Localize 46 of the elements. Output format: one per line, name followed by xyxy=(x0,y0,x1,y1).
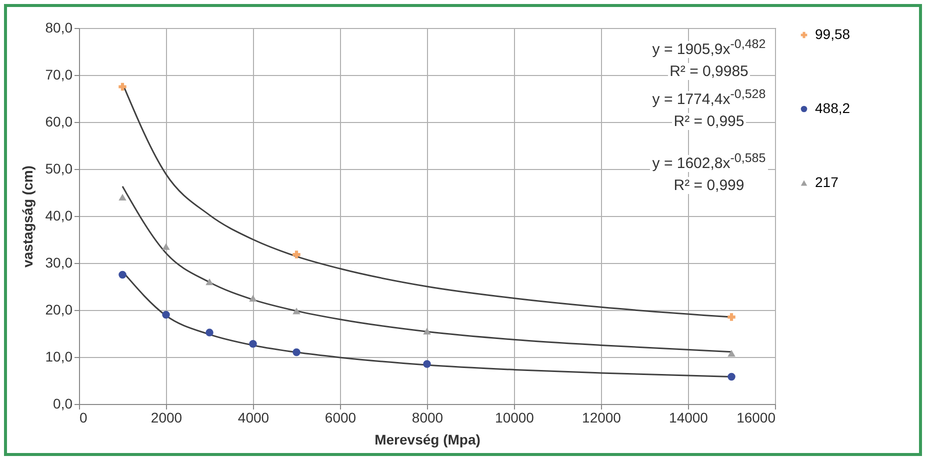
legend-label: 217 xyxy=(815,174,839,190)
y-tick-label: 10,0 xyxy=(45,348,73,364)
point xyxy=(292,250,300,258)
point xyxy=(249,340,257,348)
annotation: R² = 0,999 xyxy=(672,177,746,194)
point xyxy=(162,310,170,319)
x-tick-label: 12000 xyxy=(582,410,622,426)
y-tick-label: 20,0 xyxy=(45,302,73,318)
x-tick-label: 8000 xyxy=(412,410,444,426)
x-axis-title: Merevség (Mpa) xyxy=(374,432,480,448)
point xyxy=(162,243,170,250)
y-tick-label: 80,0 xyxy=(45,20,73,36)
y-tick-label: 0,0 xyxy=(53,396,73,412)
legend-label: 488,2 xyxy=(815,100,850,116)
annotation: y = 1774,4x$^{-0,528}$ xyxy=(651,87,767,108)
annotation: R² = 0,995 xyxy=(672,113,746,130)
x-tick-label: 2000 xyxy=(150,410,182,426)
y-tick-label: 60,0 xyxy=(45,114,73,130)
y-tick-label: 30,0 xyxy=(45,254,73,270)
annotation: y = 1905,9x$^{-0,482}$ xyxy=(651,37,767,58)
point xyxy=(118,82,126,91)
point xyxy=(423,328,431,335)
x-tick-label: 16000 xyxy=(736,410,776,426)
point xyxy=(728,313,736,321)
x-tick-label: 6000 xyxy=(324,410,356,426)
point xyxy=(292,308,300,314)
x-tick-label: 0 xyxy=(80,410,88,426)
legend-label: 99,58 xyxy=(815,26,850,42)
annotation: y = 1602,8x$^{-0,585}$ xyxy=(651,151,767,172)
y-tick-label: 70,0 xyxy=(45,66,73,82)
x-tick-label: 10000 xyxy=(495,410,534,426)
y-tick-label: 50,0 xyxy=(45,160,73,176)
point xyxy=(423,360,431,368)
point xyxy=(728,372,736,381)
annotation: R² = 0,9985 xyxy=(668,63,750,80)
y-tick-label: 40,0 xyxy=(45,208,73,224)
point xyxy=(206,328,214,336)
point xyxy=(118,194,126,201)
x-tick-label: 4000 xyxy=(238,410,270,426)
y-axis-title: vastagság (cm) xyxy=(19,166,36,268)
point xyxy=(118,270,126,279)
point xyxy=(292,348,300,356)
point xyxy=(206,278,214,286)
point xyxy=(249,294,257,302)
x-tick-label: 14000 xyxy=(669,410,708,426)
point xyxy=(728,350,736,357)
